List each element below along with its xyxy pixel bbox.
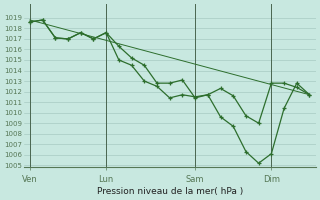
X-axis label: Pression niveau de la mer( hPa ): Pression niveau de la mer( hPa ) (97, 187, 243, 196)
